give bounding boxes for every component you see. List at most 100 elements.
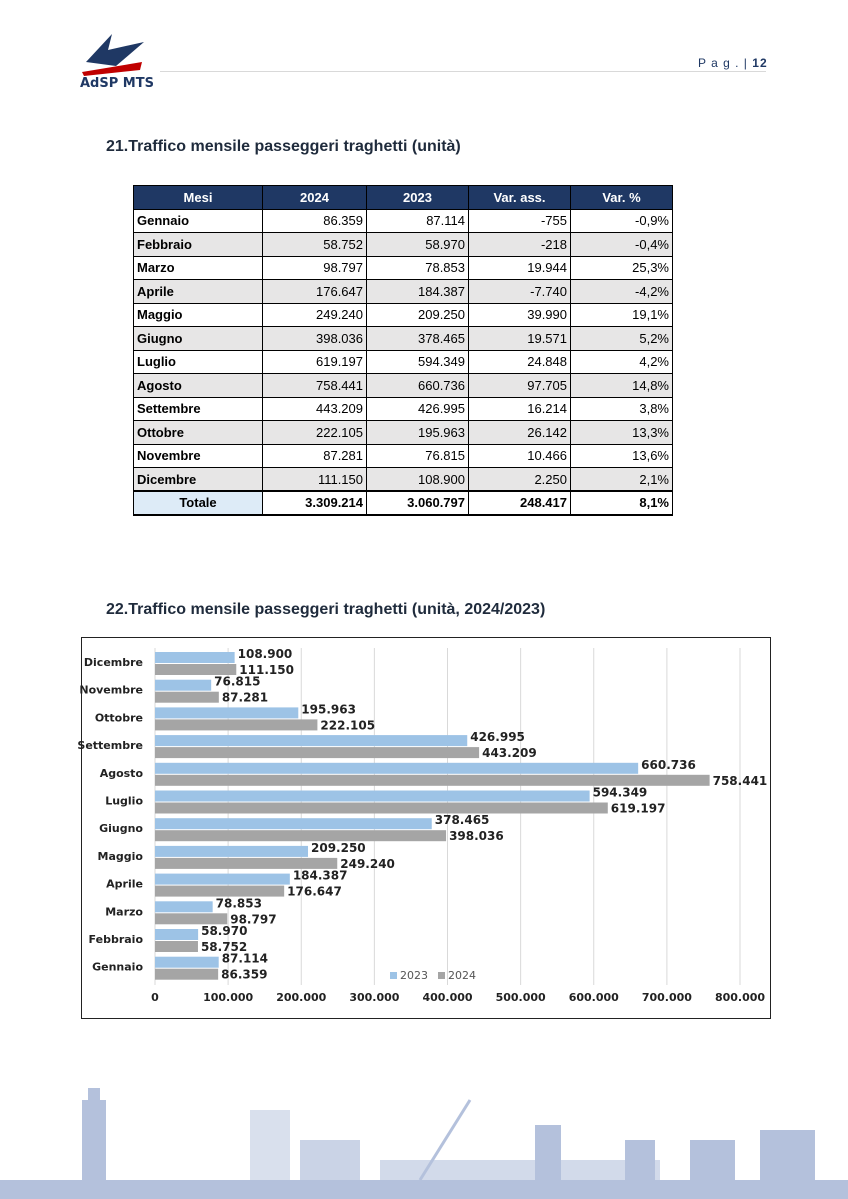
table-cell: 443.209 <box>262 396 367 421</box>
x-tick-label: 300.000 <box>349 991 399 1004</box>
total-cell: 3.309.214 <box>262 490 367 516</box>
table-cell: -755 <box>468 208 571 233</box>
x-tick-label: 600.000 <box>569 991 619 1004</box>
column-header: Var. % <box>570 185 673 210</box>
table-cell: 78.853 <box>366 255 469 280</box>
x-tick-label: 200.000 <box>276 991 326 1004</box>
x-tick-label: 400.000 <box>422 991 472 1004</box>
y-tick-label: Marzo <box>105 905 143 918</box>
value-label: 619.197 <box>611 802 666 816</box>
page-number: P a g . | 12 <box>698 56 768 70</box>
table-cell: Dicembre <box>133 467 263 492</box>
value-label: 87.281 <box>222 691 268 705</box>
table-cell: Novembre <box>133 443 263 468</box>
table-cell: -7.740 <box>468 279 571 304</box>
value-label: 76.815 <box>214 675 260 689</box>
value-label: 378.465 <box>435 813 490 827</box>
table-row: Ottobre 222.105 195.963 26.142 13,3% <box>133 420 673 445</box>
bar <box>155 818 432 830</box>
table-cell: 619.197 <box>262 349 367 374</box>
y-tick-label: Giugno <box>99 822 143 835</box>
bar <box>155 719 318 731</box>
value-label: 108.900 <box>238 647 293 661</box>
table-cell: 39.990 <box>468 302 571 327</box>
table-cell: 19.571 <box>468 326 571 351</box>
table-cell: Marzo <box>133 255 263 280</box>
legend-label: 2024 <box>448 969 476 982</box>
total-cell: 248.417 <box>468 490 571 516</box>
bar <box>155 830 447 842</box>
bar <box>155 762 639 774</box>
y-tick-label: Maggio <box>98 850 144 863</box>
table-cell: 378.465 <box>366 326 469 351</box>
table-row: Novembre 87.281 76.815 10.466 13,6% <box>133 443 673 468</box>
bar <box>155 774 710 786</box>
column-header: Var. ass. <box>468 185 571 210</box>
table-cell: 14,8% <box>570 373 673 398</box>
table-cell: 758.441 <box>262 373 367 398</box>
table-cell: 86.359 <box>262 208 367 233</box>
total-row: Totale 3.309.214 3.060.797 248.417 8,1% <box>133 490 673 516</box>
table-cell: 111.150 <box>262 467 367 492</box>
bar <box>155 873 290 885</box>
value-label: 426.995 <box>470 730 525 744</box>
table-cell: 16.214 <box>468 396 571 421</box>
y-tick-label: Settembre <box>77 739 143 752</box>
table-row: Settembre 443.209 426.995 16.214 3,8% <box>133 396 673 421</box>
legend-swatch <box>438 972 445 979</box>
total-cell: Totale <box>133 490 263 516</box>
value-label: 222.105 <box>320 718 375 732</box>
table-cell: 19,1% <box>570 302 673 327</box>
total-cell: 3.060.797 <box>366 490 469 516</box>
value-label: 58.970 <box>201 924 247 938</box>
y-tick-label: Dicembre <box>84 656 143 669</box>
value-label: 87.114 <box>222 952 268 966</box>
bar <box>155 802 608 814</box>
value-label: 111.150 <box>239 663 294 677</box>
value-label: 176.647 <box>287 885 342 899</box>
data-table: Mesi 2024 2023 Var. ass. Var. % Gennaio 86.359… <box>133 185 673 516</box>
table-cell: Maggio <box>133 302 263 327</box>
table-cell: 98.797 <box>262 255 367 280</box>
table-row: Agosto 758.441 660.736 97.705 14,8% <box>133 373 673 398</box>
value-label: 249.240 <box>340 857 395 871</box>
table-cell: -0,9% <box>570 208 673 233</box>
table-cell: -218 <box>468 232 571 257</box>
value-label: 58.752 <box>201 940 247 954</box>
chart: 0 100.000 200.000 300.000 400.000 500.000 600.… <box>77 637 771 1019</box>
y-tick-label: Agosto <box>100 767 144 780</box>
table-cell: 5,2% <box>570 326 673 351</box>
table-cell: 24.848 <box>468 349 571 374</box>
table-row: Luglio 619.197 594.349 24.848 4,2% <box>133 349 673 374</box>
header-rule <box>160 71 766 72</box>
table-cell: 58.752 <box>262 232 367 257</box>
y-tick-label: Ottobre <box>95 711 143 724</box>
table-cell: Febbraio <box>133 232 263 257</box>
x-tick-label: 500.000 <box>496 991 546 1004</box>
table-cell: -0,4% <box>570 232 673 257</box>
value-label: 195.963 <box>301 702 356 716</box>
value-label: 594.349 <box>593 786 648 800</box>
bar <box>155 664 237 675</box>
table-cell: 10.466 <box>468 443 571 468</box>
bar <box>155 790 590 802</box>
value-label: 758.441 <box>713 774 768 788</box>
table-cell: 195.963 <box>366 420 469 445</box>
legend-swatch <box>390 972 397 979</box>
table-cell: 4,2% <box>570 349 673 374</box>
bar <box>155 901 213 913</box>
value-label: 98.797 <box>230 912 276 926</box>
bar <box>155 679 212 691</box>
value-label: 398.036 <box>449 829 504 843</box>
bar <box>155 652 235 663</box>
table-cell: 97.705 <box>468 373 571 398</box>
table-cell: 176.647 <box>262 279 367 304</box>
value-label: 209.250 <box>311 841 366 855</box>
table-row: Marzo 98.797 78.853 19.944 25,3% <box>133 255 673 280</box>
table-cell: 249.240 <box>262 302 367 327</box>
table-cell: 222.105 <box>262 420 367 445</box>
table-row: Aprile 176.647 184.387 -7.740 -4,2% <box>133 279 673 304</box>
bar <box>155 691 219 703</box>
table-cell: 3,8% <box>570 396 673 421</box>
